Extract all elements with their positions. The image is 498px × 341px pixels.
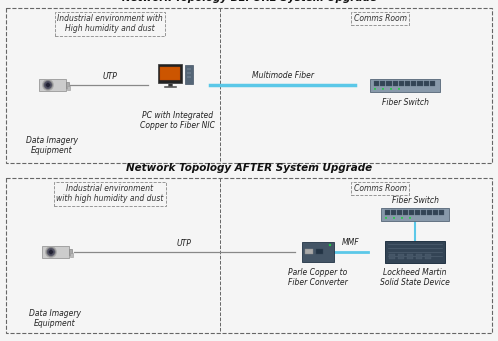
- Bar: [425, 254, 431, 259]
- Bar: [187, 76, 191, 78]
- Bar: [168, 83, 171, 86]
- Text: Network Topology BEFORE System Upgrade: Network Topology BEFORE System Upgrade: [122, 0, 376, 3]
- Bar: [389, 254, 395, 259]
- Text: Parle Copper to
Fiber Converter: Parle Copper to Fiber Converter: [288, 268, 348, 287]
- Bar: [409, 209, 414, 216]
- Bar: [405, 80, 410, 86]
- Text: Lockheed Martin
Solid State Device: Lockheed Martin Solid State Device: [380, 268, 450, 287]
- Bar: [391, 209, 396, 216]
- Bar: [305, 249, 313, 254]
- Bar: [6, 178, 492, 333]
- Circle shape: [390, 88, 392, 90]
- Circle shape: [329, 244, 331, 246]
- Bar: [380, 80, 385, 86]
- Bar: [187, 68, 191, 70]
- Bar: [316, 249, 323, 254]
- Text: Comms Room: Comms Room: [354, 14, 406, 23]
- Bar: [430, 80, 435, 86]
- Bar: [164, 86, 176, 87]
- Text: Comms Room: Comms Room: [354, 184, 406, 193]
- Circle shape: [374, 88, 376, 90]
- Bar: [302, 242, 334, 262]
- Text: Fiber Switch: Fiber Switch: [391, 196, 439, 205]
- Bar: [70, 253, 73, 257]
- Bar: [397, 209, 402, 216]
- Bar: [421, 209, 426, 216]
- Bar: [411, 80, 416, 86]
- Circle shape: [393, 217, 395, 219]
- Bar: [398, 254, 404, 259]
- Circle shape: [46, 248, 55, 256]
- Text: UTP: UTP: [177, 239, 191, 248]
- Bar: [158, 64, 182, 83]
- Text: Network Topology AFTER System Upgrade: Network Topology AFTER System Upgrade: [126, 163, 372, 173]
- Bar: [185, 65, 193, 84]
- Bar: [399, 80, 404, 86]
- Text: MMF: MMF: [342, 238, 360, 247]
- Text: Fiber Switch: Fiber Switch: [381, 98, 428, 107]
- Bar: [69, 249, 72, 255]
- Bar: [417, 80, 423, 86]
- Bar: [392, 80, 398, 86]
- Bar: [415, 209, 420, 216]
- Bar: [386, 80, 391, 86]
- Bar: [370, 78, 440, 91]
- Circle shape: [409, 217, 411, 219]
- Text: Data Imagery
Equipment: Data Imagery Equipment: [26, 136, 78, 155]
- Text: UTP: UTP: [103, 72, 118, 81]
- Circle shape: [382, 88, 384, 90]
- Bar: [67, 86, 70, 90]
- Text: Multimode Fiber: Multimode Fiber: [252, 71, 314, 80]
- Bar: [385, 209, 390, 216]
- Bar: [439, 209, 444, 216]
- Bar: [381, 208, 449, 221]
- Bar: [160, 67, 180, 80]
- Circle shape: [49, 250, 53, 254]
- Circle shape: [401, 217, 403, 219]
- Bar: [433, 209, 438, 216]
- Bar: [427, 209, 432, 216]
- Bar: [6, 8, 492, 163]
- Bar: [187, 72, 191, 74]
- Bar: [38, 79, 66, 91]
- Circle shape: [385, 217, 387, 219]
- Text: Industrial environment with
High humidity and dust: Industrial environment with High humidit…: [57, 14, 163, 33]
- Text: Data Imagery
Equipment: Data Imagery Equipment: [29, 309, 81, 328]
- Text: PC with Integrated
Copper to Fiber NIC: PC with Integrated Copper to Fiber NIC: [140, 111, 216, 130]
- Bar: [385, 241, 445, 263]
- Circle shape: [46, 83, 50, 87]
- Bar: [416, 254, 422, 259]
- Bar: [424, 80, 429, 86]
- Bar: [66, 82, 69, 88]
- Bar: [407, 254, 413, 259]
- Bar: [374, 80, 379, 86]
- Bar: [403, 209, 408, 216]
- Circle shape: [43, 80, 52, 89]
- Circle shape: [398, 88, 400, 90]
- Bar: [41, 246, 69, 258]
- Text: Industrial environment
with high humidity and dust: Industrial environment with high humidit…: [56, 184, 164, 203]
